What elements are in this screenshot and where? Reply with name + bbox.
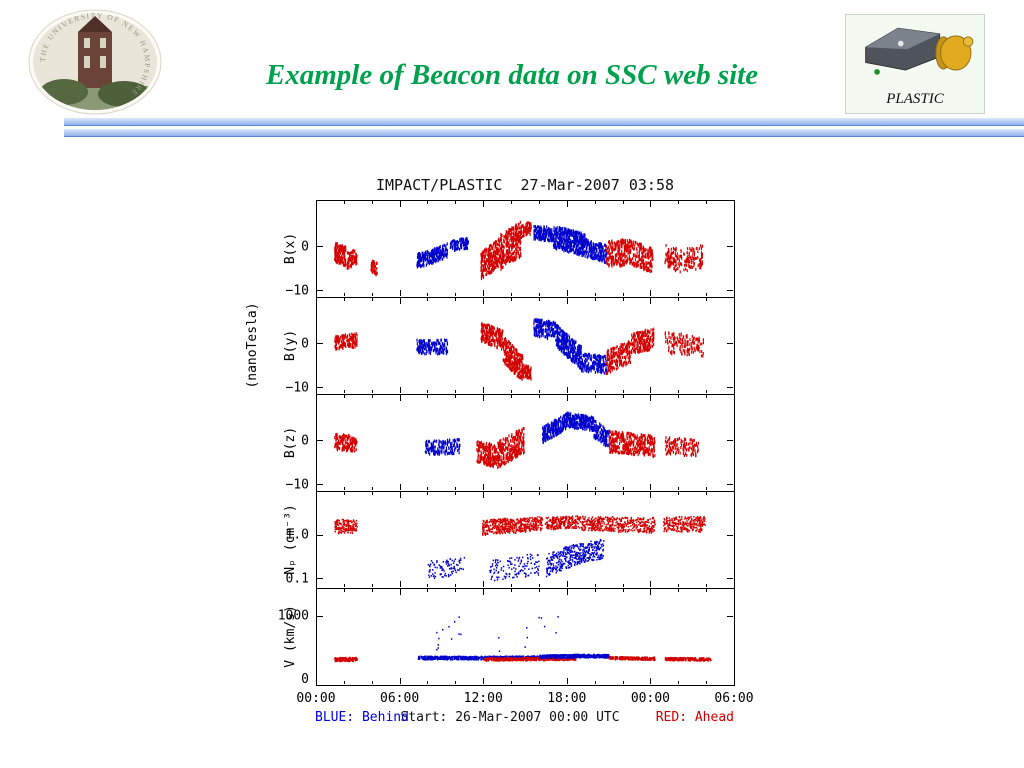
plastic-label: PLASTIC [886,91,944,107]
legend-red: RED: Ahead [655,710,734,725]
start-time-label: Start: 26-Mar-2007 00:00 UTC [400,710,620,725]
unh-logo: THE UNIVERSITY OF NEW HAMPSHIRE [26,8,164,116]
beacon-plot-canvas [230,178,790,723]
header-divider [64,118,1024,140]
page-title: Example of Beacon data on SSC web site [265,59,759,91]
unh-seal-icon: THE UNIVERSITY OF NEW HAMPSHIRE [28,9,162,115]
legend-blue: BLUE: Behind [315,710,409,725]
plastic-logo-box: PLASTIC [845,14,985,114]
divider-stripe-bottom [64,129,1024,137]
divider-stripe-top [64,118,1024,126]
plastic-instrument-icon [865,27,974,75]
plot-footer: Start: 26-Mar-2007 00:00 UTC BLUE: Behin… [230,710,790,730]
